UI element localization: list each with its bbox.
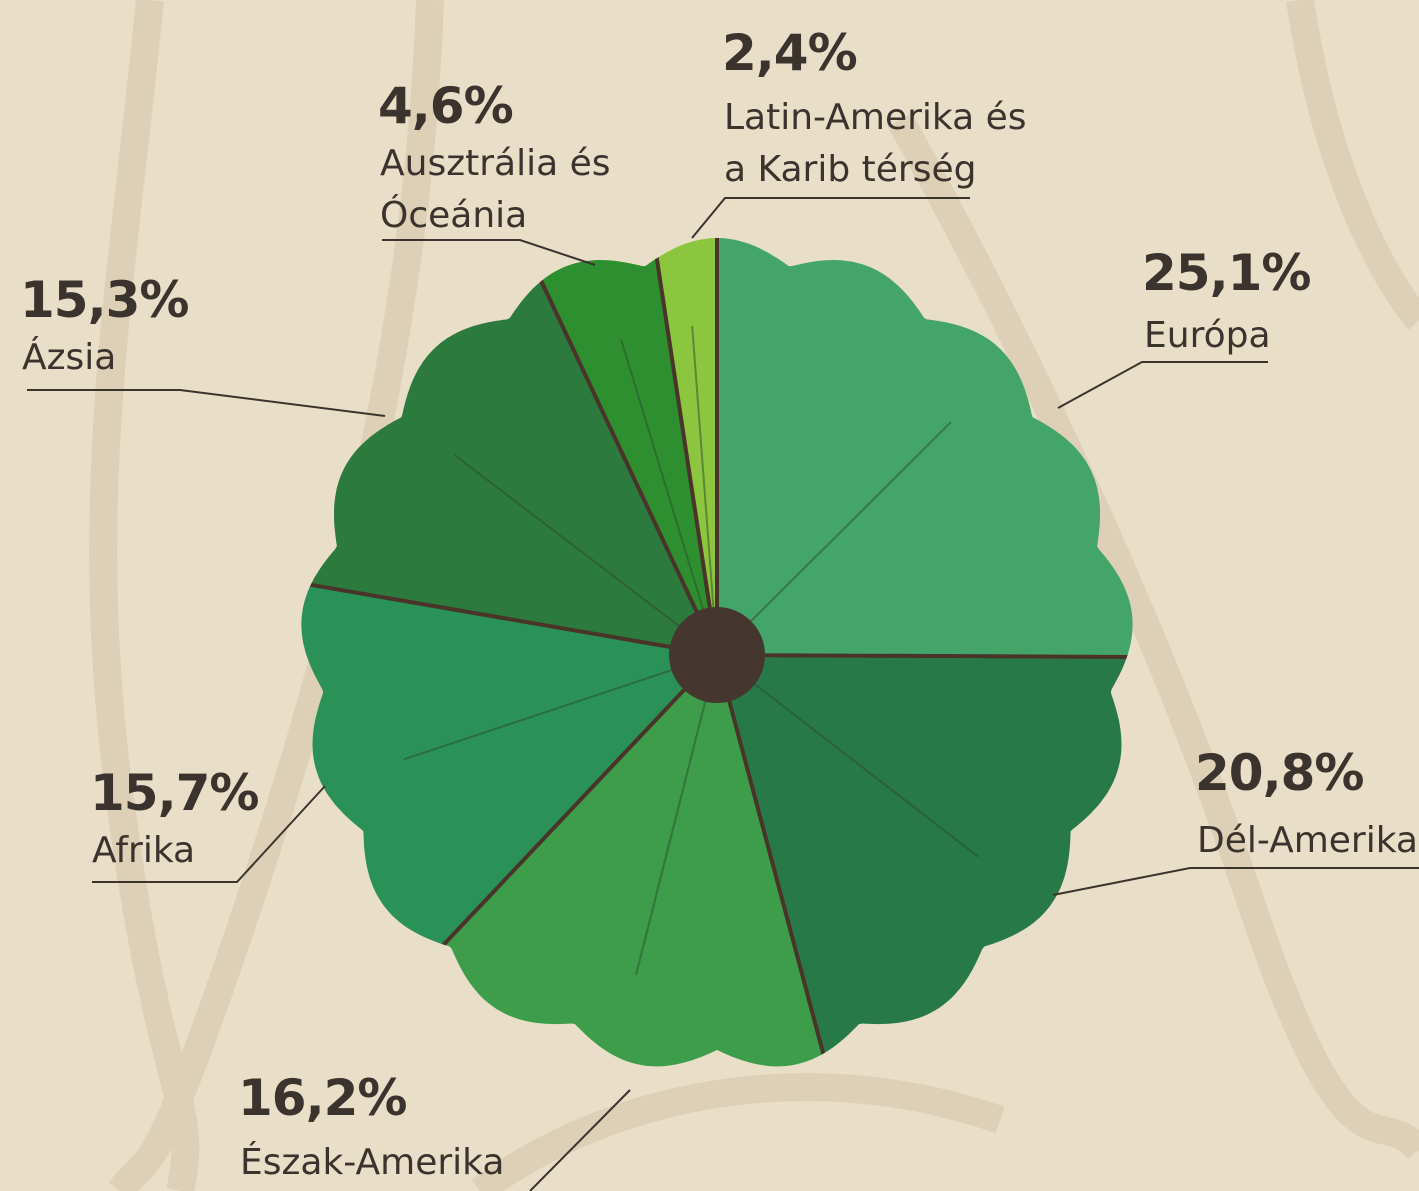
value-label: 16,2% [238,1070,406,1126]
chart-svg [0,0,1419,1191]
value-label: 2,4% [722,25,857,81]
slice-separator [717,655,1157,657]
value-label: 15,7% [90,765,258,821]
leader-line [1058,362,1268,408]
pie-center [669,607,765,703]
value-label: 20,8% [1195,745,1363,801]
category-label: Észak-Amerika [240,1137,504,1189]
value-label: 25,1% [1142,245,1310,301]
leader-line [692,198,970,238]
category-label: Dél-Amerika [1197,815,1418,867]
category-label: Ázsia [22,332,116,384]
chart: 25,1% Európa 20,8% Dél-Amerika 16,2% Észak-Am… [0,0,1419,1191]
value-label: 15,3% [20,272,188,328]
value-label: 4,6% [378,78,513,134]
leader-line [27,390,385,416]
category-label: Ausztrália és Óceánia [380,138,630,242]
category-label: Afrika [92,825,195,877]
category-label: Európa [1144,310,1271,362]
category-label: Latin-Amerika és a Karib térség [724,92,1044,196]
